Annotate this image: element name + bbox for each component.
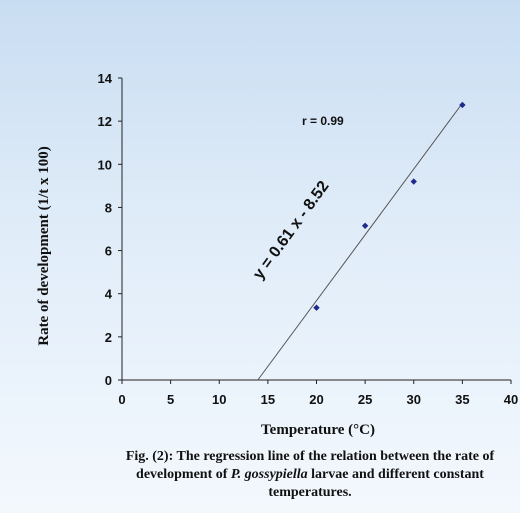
data-point xyxy=(459,101,466,109)
x-tick-label: 5 xyxy=(167,392,174,407)
data-points xyxy=(313,101,466,311)
y-tick-label: 10 xyxy=(98,157,112,172)
y-tick-label: 0 xyxy=(105,373,112,388)
y-tick-label: 12 xyxy=(98,114,112,129)
x-tick-label: 30 xyxy=(407,392,421,407)
regression-equation: y = 0.61 x - 8.52 xyxy=(250,178,333,283)
regression-line-group xyxy=(257,102,463,381)
data-point xyxy=(361,222,369,229)
data-point xyxy=(410,178,417,185)
x-tick-label: 15 xyxy=(261,392,275,407)
x-tick-label: 40 xyxy=(504,392,518,407)
correlation-annotation: r = 0.99 xyxy=(302,114,344,128)
caption-text-start: Fig. (2): The regression line of the rel… xyxy=(125,449,495,482)
y-tick-label: 14 xyxy=(98,71,113,86)
x-tick-label: 25 xyxy=(358,392,372,407)
figure-caption: Fig. (2): The regression line of the rel… xyxy=(100,448,520,502)
x-tick-label: 20 xyxy=(309,392,323,407)
x-tick-label: 35 xyxy=(455,392,469,407)
y-tick-label: 2 xyxy=(105,330,112,345)
y-tick-label: 8 xyxy=(105,200,112,215)
x-axis-ticks: 0 5 10 15 20 25 30 35 40 xyxy=(118,380,518,407)
regression-chart: 0 2 4 6 8 10 12 14 0 5 10 15 20 25 30 35 40 Rate of dev… xyxy=(36,71,518,438)
x-axis-title: Temperature (°C) xyxy=(261,422,375,438)
data-point xyxy=(313,304,320,311)
caption-species-name: P. gossypiella xyxy=(230,467,308,482)
y-axis-ticks: 0 2 4 6 8 10 12 14 xyxy=(98,71,122,388)
x-tick-label: 10 xyxy=(212,392,226,407)
caption-text-end: larvae and different constant temperatur… xyxy=(268,467,484,500)
y-tick-label: 4 xyxy=(105,287,113,302)
y-axis-title: Rate of development (1/t x 100) xyxy=(36,146,52,346)
x-tick-label: 0 xyxy=(118,392,125,407)
y-tick-label: 6 xyxy=(105,244,112,259)
regression-line xyxy=(257,102,463,381)
